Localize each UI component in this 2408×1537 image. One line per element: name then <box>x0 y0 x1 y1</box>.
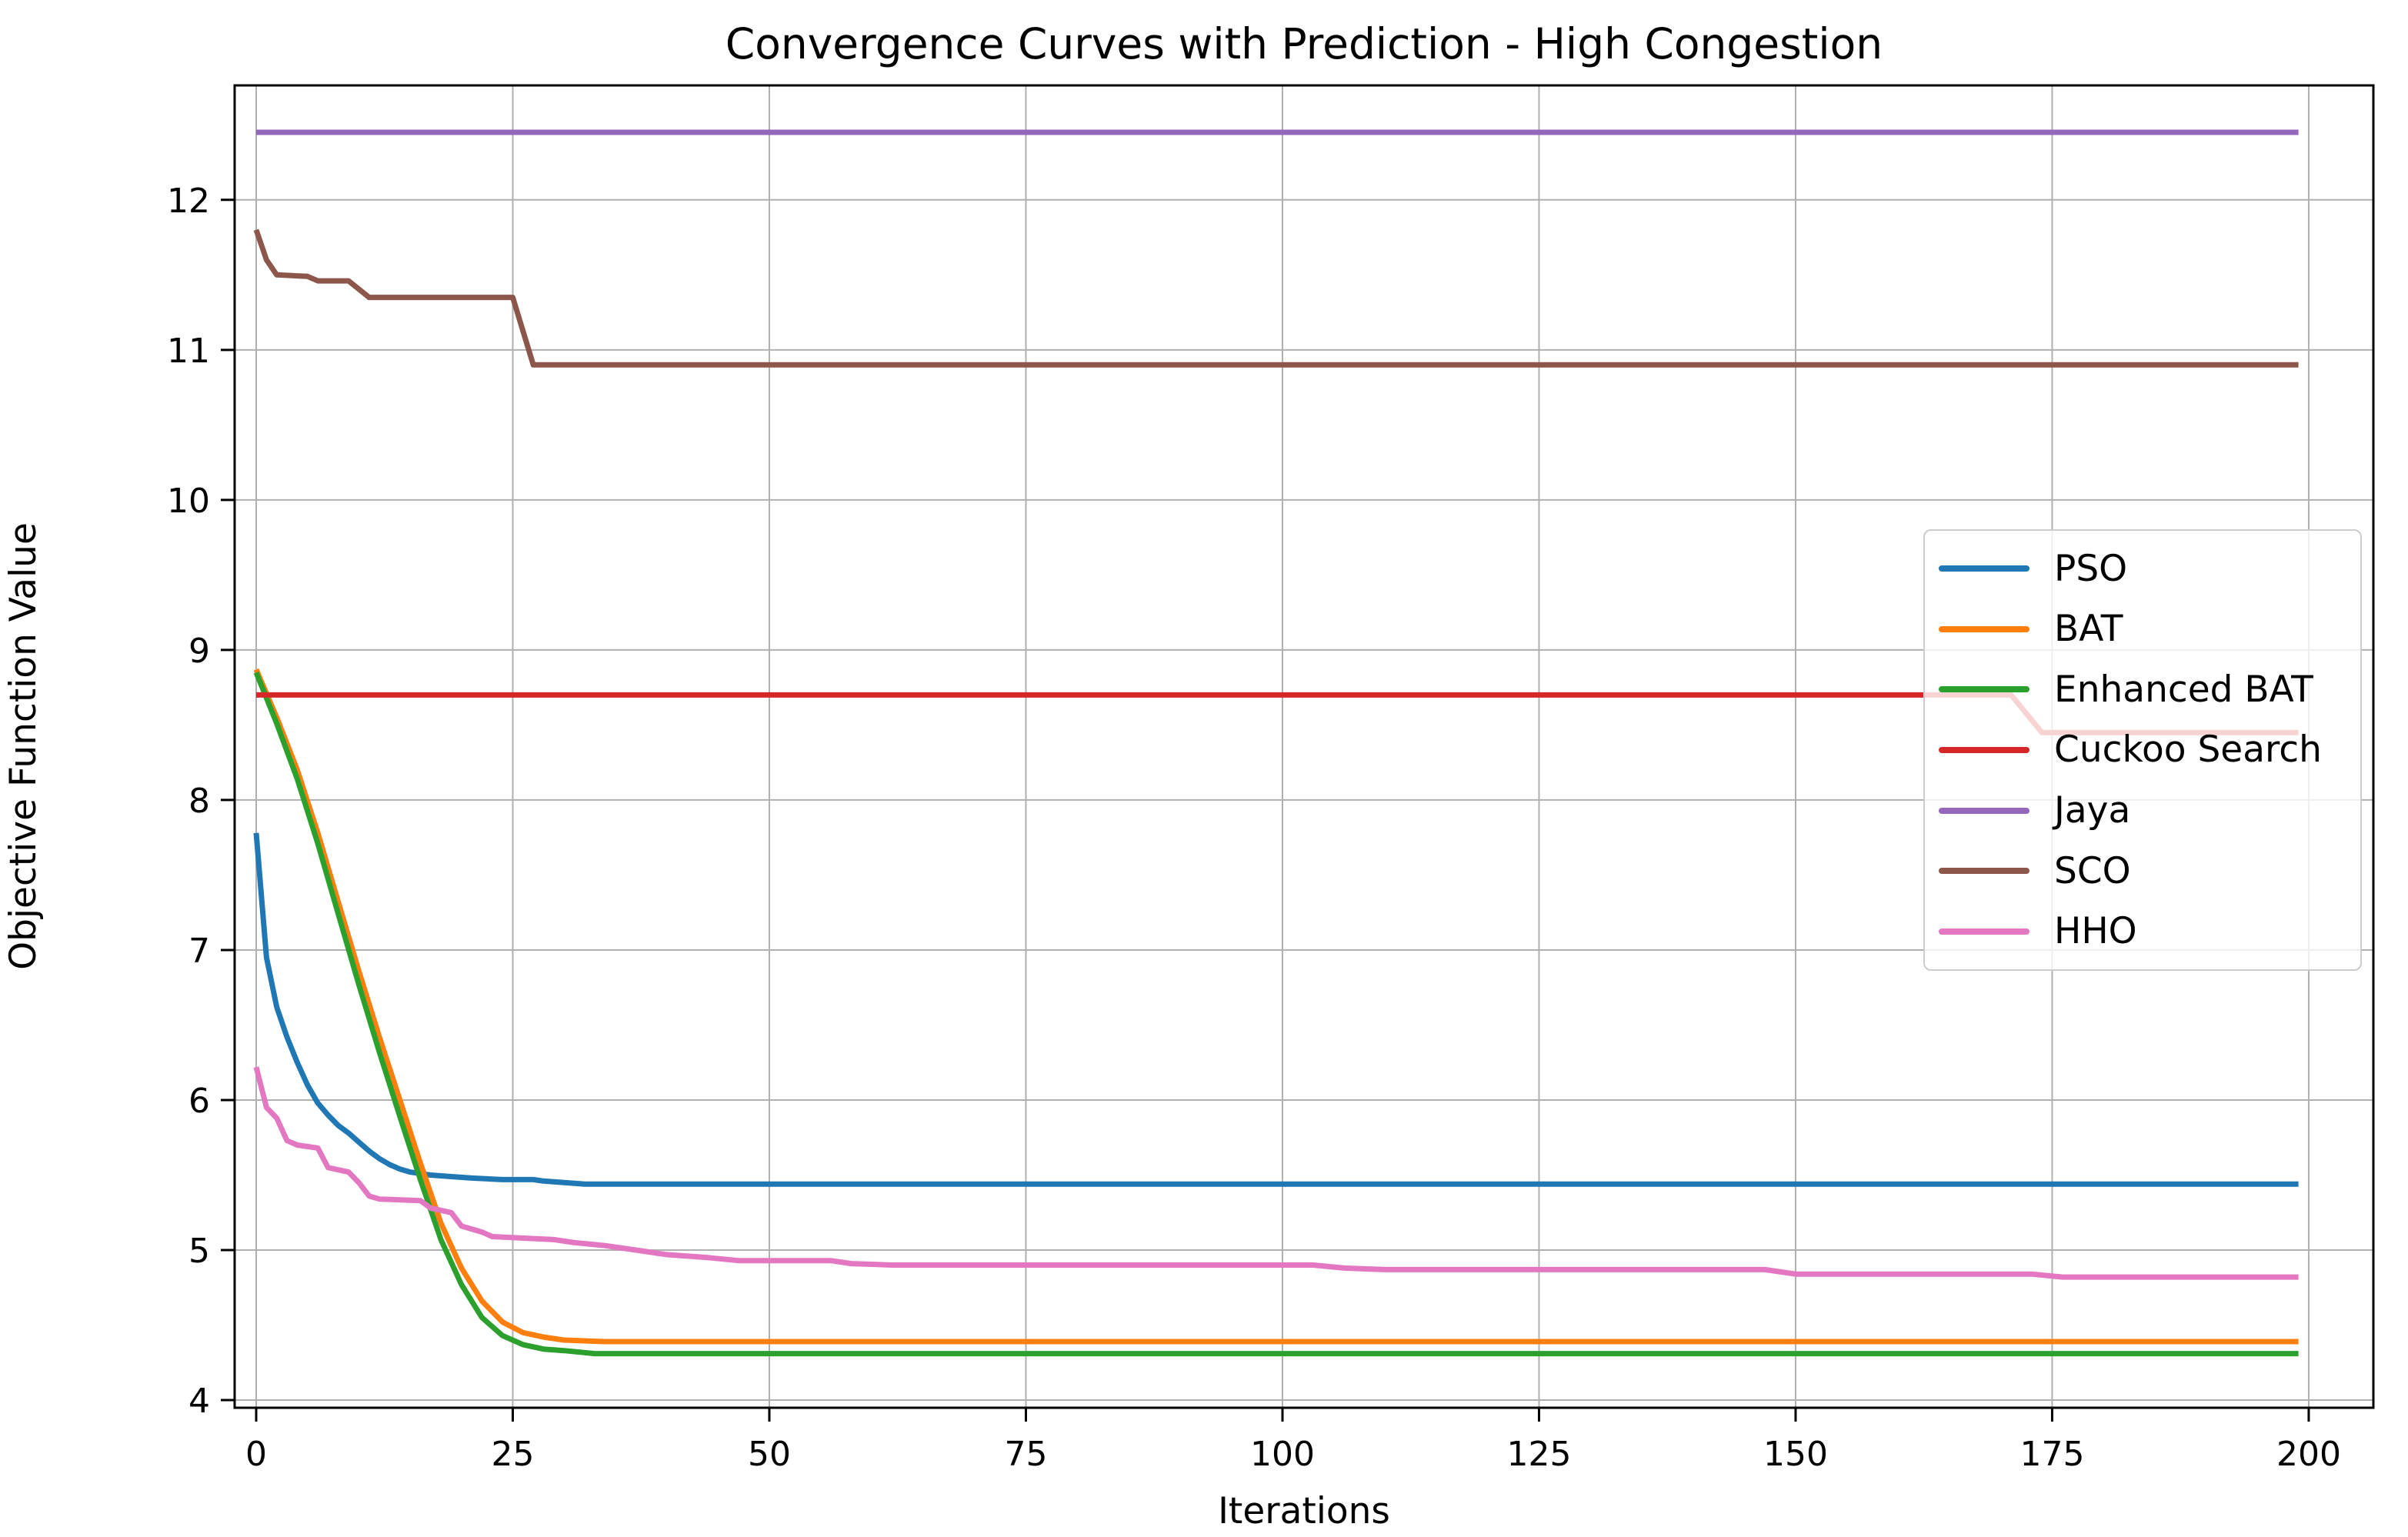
legend-line-sample-jaya <box>1939 807 2029 814</box>
x-tick-label-25: 25 <box>492 1435 535 1474</box>
legend-label-cuckoo-search: Cuckoo Search <box>2054 728 2322 772</box>
legend-line-sample-bat <box>1939 625 2029 632</box>
y-tick-label-5: 5 <box>188 1232 210 1271</box>
x-tick-label-125: 125 <box>1506 1435 1571 1474</box>
series-line-sco <box>253 228 2299 368</box>
x-axis-label: Iterations <box>1218 1490 1390 1532</box>
y-tick-label-11: 11 <box>167 332 210 371</box>
plot-border <box>233 84 2375 1409</box>
legend-item-enhanced-bat: Enhanced BAT <box>1939 659 2360 719</box>
legend-line-sample-sco <box>1939 868 2029 875</box>
plot-title: Convergence Curves with Prediction - Hig… <box>725 19 1883 68</box>
x-tick-label-100: 100 <box>1250 1435 1315 1474</box>
x-tick-label-75: 75 <box>1004 1435 1047 1474</box>
x-tick-label-175: 175 <box>2019 1435 2084 1474</box>
y-tick-label-9: 9 <box>188 632 210 671</box>
legend-item-pso: PSO <box>1939 538 2360 598</box>
legend-line-sample-cuckoo-search <box>1939 746 2029 753</box>
series-line-pso <box>253 832 2299 1187</box>
legend-label-sco: SCO <box>2054 849 2131 892</box>
y-tick-label-12: 12 <box>167 182 210 221</box>
y-tick-label-10: 10 <box>167 482 210 521</box>
legend-line-sample-hho <box>1939 928 2029 935</box>
series-line-bat <box>253 668 2299 1345</box>
legend-label-jaya: Jaya <box>2054 789 2131 832</box>
y-tick-label-4: 4 <box>188 1382 210 1421</box>
legend-label-bat: BAT <box>2054 608 2123 651</box>
legend-line-sample-enhanced-bat <box>1939 686 2029 693</box>
legend-item-cuckoo-search: Cuckoo Search <box>1939 720 2360 780</box>
y-axis-label: Objective Function Value <box>2 522 45 970</box>
y-tick-label-7: 7 <box>188 932 210 971</box>
y-tick-label-8: 8 <box>188 782 210 821</box>
axis-ticks <box>221 198 2310 1422</box>
legend: PSO BAT Enhanced BAT Cuckoo Search Jaya SCO HH… <box>1923 529 2362 971</box>
x-tick-label-150: 150 <box>1763 1435 1828 1474</box>
legend-item-jaya: Jaya <box>1939 781 2360 841</box>
legend-item-bat: BAT <box>1939 599 2360 659</box>
legend-item-sco: SCO <box>1939 841 2360 901</box>
x-tick-label-200: 200 <box>2276 1435 2341 1474</box>
legend-label-enhanced-bat: Enhanced BAT <box>2054 668 2313 711</box>
x-tick-label-50: 50 <box>748 1435 791 1474</box>
y-tick-label-6: 6 <box>188 1082 210 1121</box>
legend-line-sample-pso <box>1939 565 2029 572</box>
legend-label-hho: HHO <box>2054 910 2137 953</box>
tick-labels: 0 25 50 75 100 125 150 175 200 4 5 6 7 8 9 10 11 12 <box>167 182 2341 1474</box>
legend-label-pso: PSO <box>2054 547 2128 590</box>
x-tick-label-0: 0 <box>245 1435 267 1474</box>
series-line-hho <box>253 1066 2299 1280</box>
legend-item-hho: HHO <box>1939 902 2360 962</box>
